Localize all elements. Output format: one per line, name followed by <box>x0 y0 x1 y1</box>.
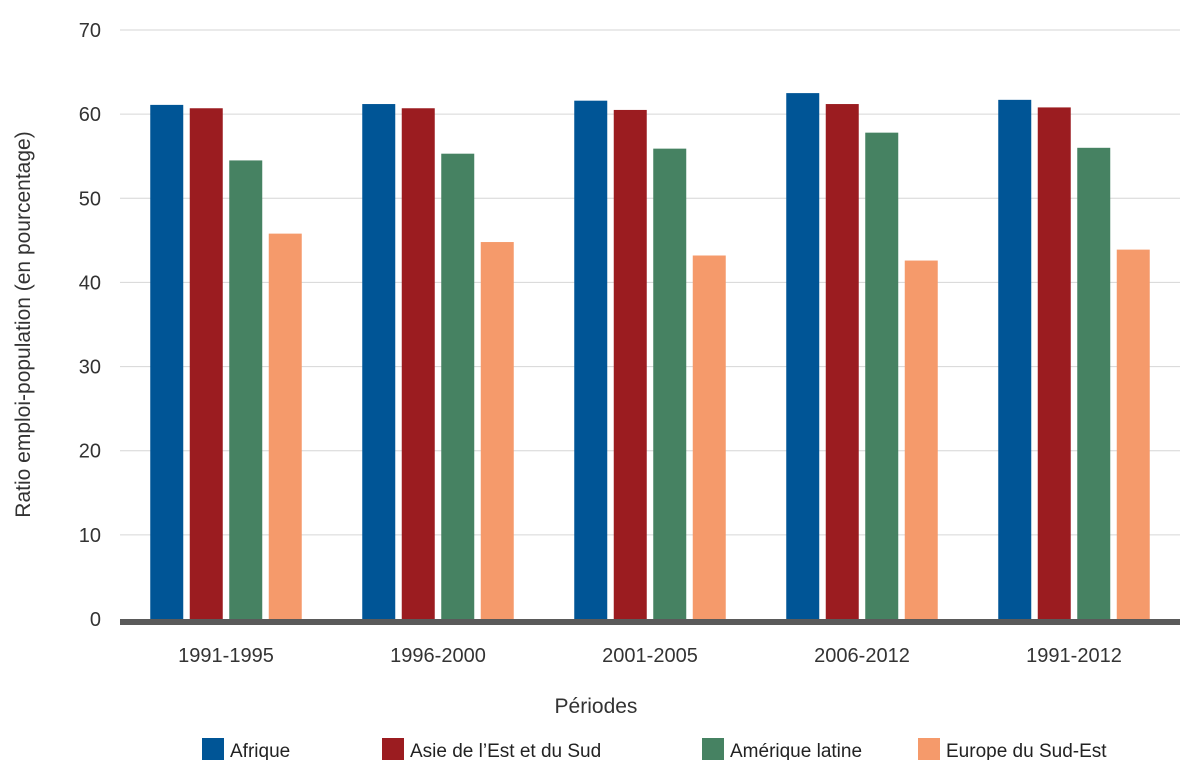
legend: Afrique Asie de l’Est et du Sud Amérique l… <box>202 738 1107 760</box>
y-tick-label: 20 <box>79 441 101 463</box>
legend-label: Asie de l’Est et du Sud <box>410 741 601 760</box>
y-axis-ticks: 0 10 20 30 40 50 60 70 <box>79 20 101 631</box>
x-tick-label: 1991-1995 <box>178 645 274 667</box>
legend-swatch <box>918 738 940 760</box>
legend-label: Afrique <box>230 741 290 760</box>
bar <box>189 108 223 619</box>
y-axis-title: Ratio emploi-population (en pourcentage) <box>12 131 35 517</box>
bar <box>825 104 859 619</box>
bar <box>998 99 1032 620</box>
legend-swatch <box>382 738 404 760</box>
bars <box>150 93 1150 620</box>
bar <box>692 255 726 619</box>
y-tick-label: 40 <box>79 272 101 294</box>
bar <box>1116 249 1150 619</box>
y-tick-label: 70 <box>79 20 101 42</box>
bar <box>904 260 938 619</box>
y-tick-label: 30 <box>79 357 101 379</box>
x-axis-ticks: 1991-1995 1996-2000 2001-2005 2006-2012 1991… <box>178 645 1122 667</box>
x-axis-title: Périodes <box>555 695 638 718</box>
bar <box>229 160 263 619</box>
x-tick-label: 1996-2000 <box>390 645 486 667</box>
bar <box>653 148 687 620</box>
bar <box>613 109 647 619</box>
bar <box>1077 147 1111 620</box>
x-tick-label: 2006-2012 <box>814 645 910 667</box>
bar <box>401 108 435 619</box>
bar <box>150 104 184 619</box>
y-tick-label: 0 <box>90 609 101 631</box>
bar <box>865 132 899 619</box>
bar <box>268 233 302 619</box>
bar <box>480 242 514 620</box>
legend-label: Europe du Sud-Est <box>946 741 1107 760</box>
legend-label: Amérique latine <box>730 741 862 760</box>
y-tick-label: 10 <box>79 525 101 547</box>
y-tick-label: 60 <box>79 104 101 126</box>
y-tick-label: 50 <box>79 188 101 210</box>
bar <box>786 93 820 620</box>
legend-swatch <box>702 738 724 760</box>
bar <box>362 104 396 619</box>
x-tick-label: 2001-2005 <box>602 645 698 667</box>
x-tick-label: 1991-2012 <box>1026 645 1122 667</box>
bar <box>441 153 475 619</box>
bar <box>574 100 608 620</box>
bar <box>1037 107 1071 619</box>
legend-swatch <box>202 738 224 760</box>
